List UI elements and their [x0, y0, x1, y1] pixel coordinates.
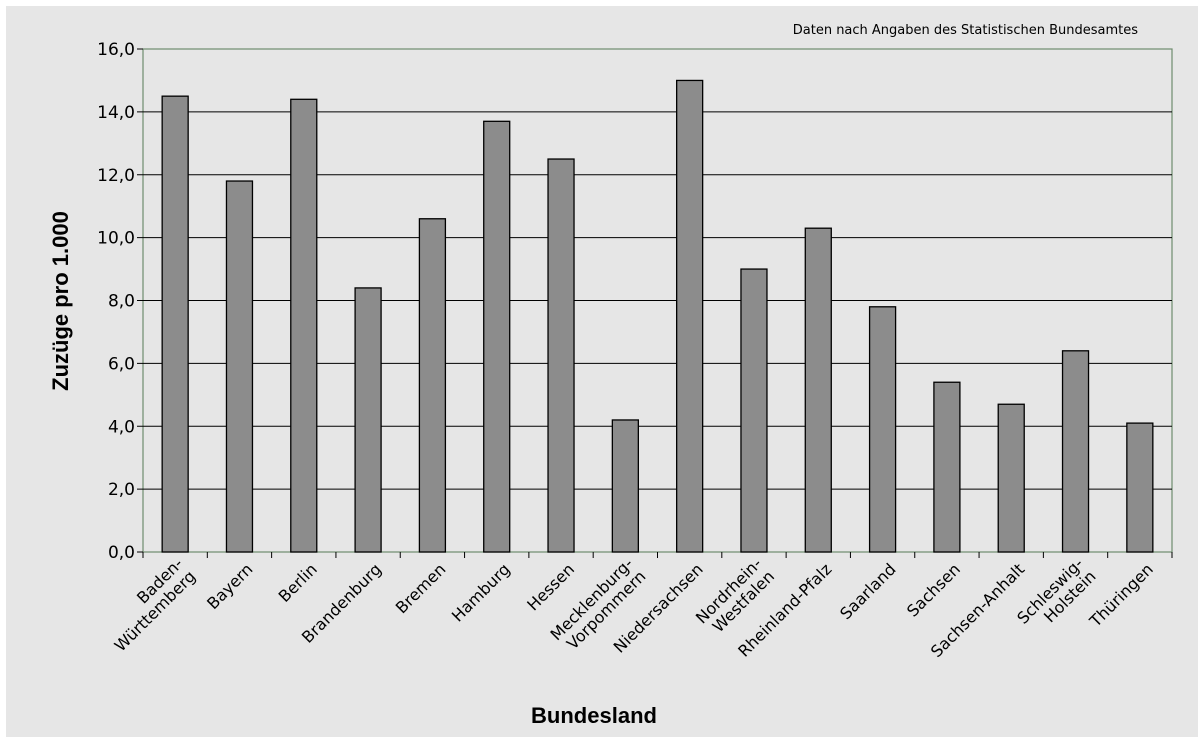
- x-tick-label: Schleswig-Holstein: [1013, 554, 1099, 640]
- y-tick-label: 14,0: [97, 103, 135, 123]
- bars: [161, 79, 1154, 553]
- bar: [804, 227, 832, 553]
- bar: [225, 180, 254, 553]
- chart-frame: Daten nach Angaben des Statistischen Bun…: [6, 6, 1198, 737]
- bar: [740, 268, 768, 553]
- source-note: Daten nach Angaben des Statistischen Bun…: [793, 23, 1138, 38]
- y-tick-label: 16,0: [97, 40, 135, 60]
- y-tick-label: 2,0: [108, 480, 135, 500]
- x-tick-label: Hamburg: [448, 560, 514, 626]
- x-tick-label: Saarland: [836, 560, 900, 624]
- y-tick-label: 12,0: [97, 166, 135, 186]
- bar: [676, 79, 704, 553]
- y-tick-label: 4,0: [108, 417, 135, 437]
- bar: [933, 381, 961, 553]
- bar: [418, 218, 447, 553]
- x-axis-title: Bundesland: [531, 703, 657, 728]
- y-tick-labels: 0,0 2,0 4,0 6,0 8,0 10,0 12,0 14,0 16,0: [97, 40, 135, 563]
- bar: [868, 306, 897, 553]
- x-tick-label: Sachsen: [903, 560, 964, 621]
- x-tick-label: Baden-Württemberg: [98, 554, 199, 655]
- y-tick-label: 10,0: [97, 229, 135, 249]
- bar: [290, 98, 318, 553]
- bar: [483, 120, 511, 553]
- bar: [547, 158, 575, 553]
- bar: [611, 419, 639, 553]
- y-tick-label: 0,0: [108, 543, 135, 563]
- bar-chart: Daten nach Angaben des Statistischen Bun…: [48, 23, 1173, 728]
- bar: [997, 403, 1025, 553]
- x-tick-label: Bayern: [203, 560, 256, 613]
- y-tick-label: 8,0: [108, 292, 135, 312]
- y-tick-label: 6,0: [108, 354, 135, 374]
- bar: [1061, 350, 1090, 553]
- x-tick-labels: Baden-Württemberg Bayern BerlinBrandenburg…: [98, 554, 1157, 661]
- x-tick-label: Bremen: [392, 560, 450, 618]
- x-tick-label: Berlin: [275, 560, 321, 606]
- y-axis-title: Zuzüge pro 1.000: [48, 211, 73, 391]
- bar: [1126, 422, 1154, 553]
- bar: [354, 287, 382, 553]
- x-tick-label: Thüringen: [1085, 560, 1157, 632]
- bar: [161, 95, 189, 553]
